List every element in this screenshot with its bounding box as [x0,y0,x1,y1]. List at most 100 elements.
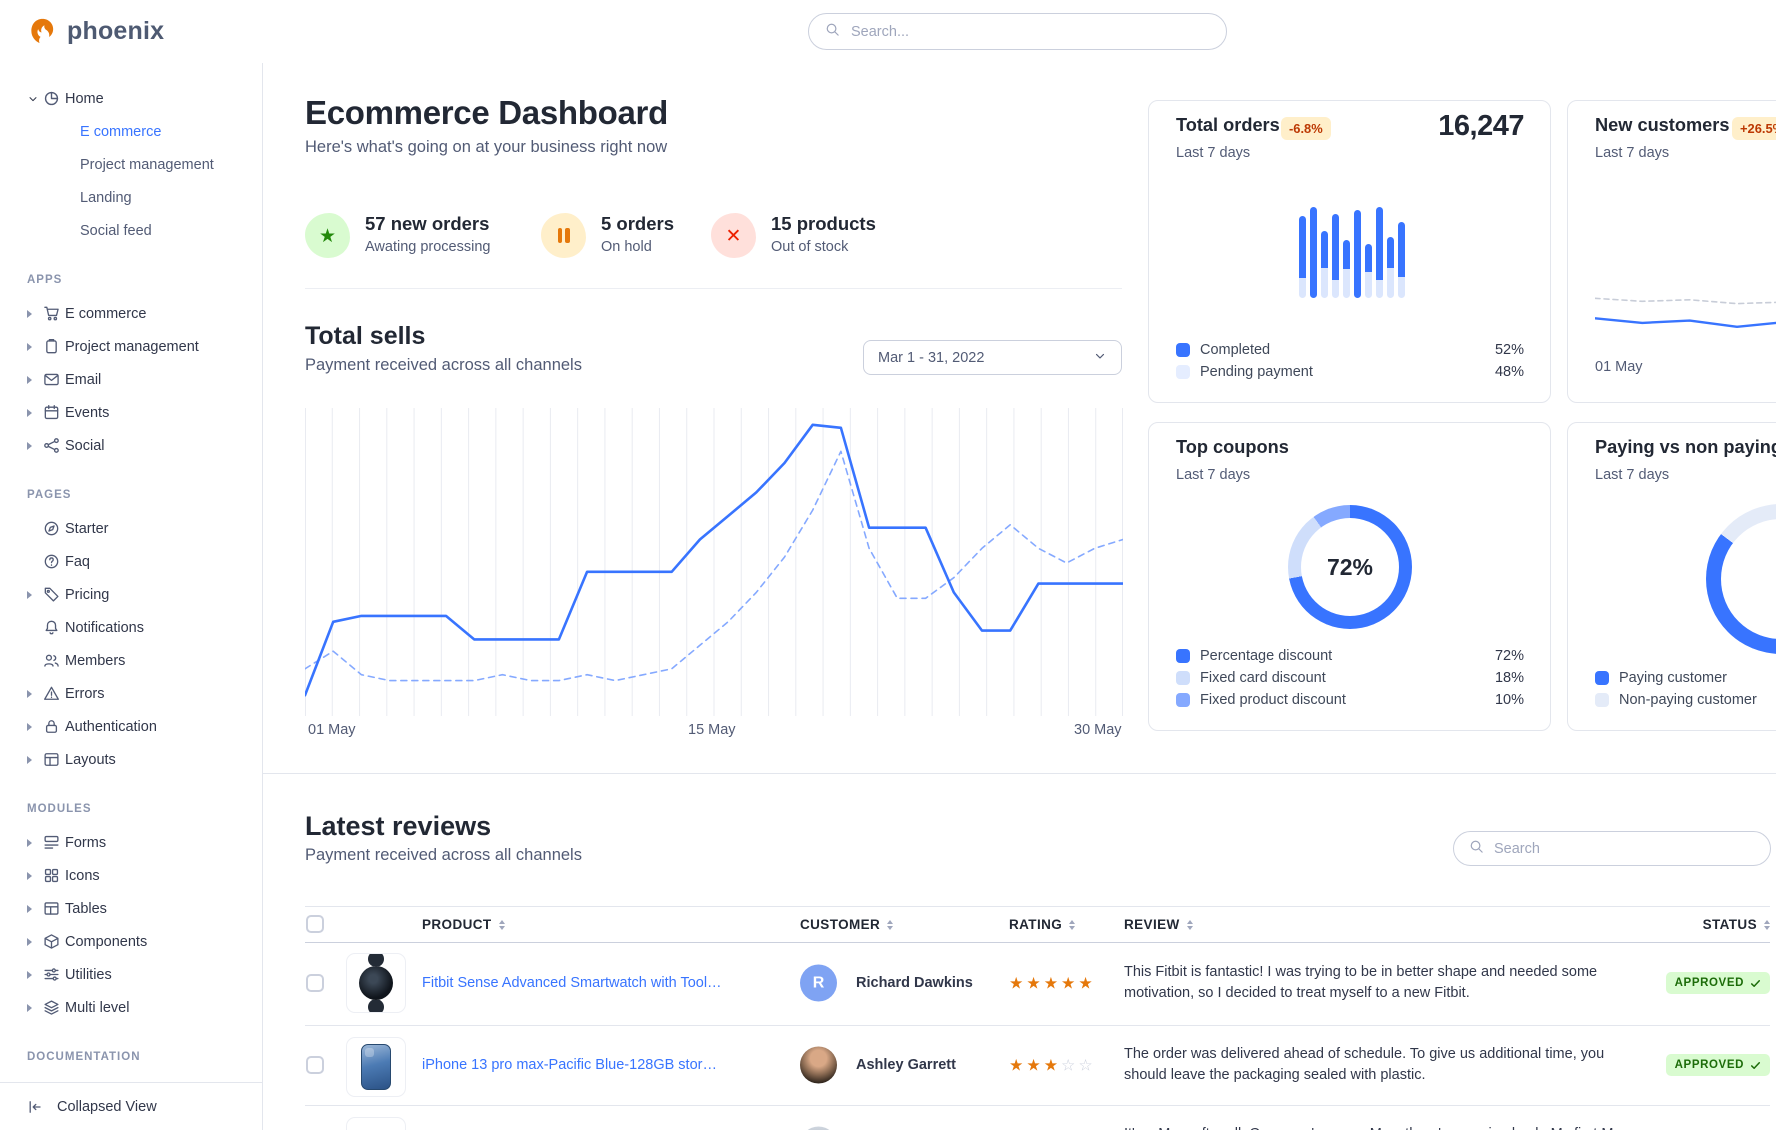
collapse-left-icon [27,1099,47,1115]
caret-right-icon [27,342,43,351]
legend-bullet [1595,693,1609,707]
layers-icon [43,999,65,1016]
card-title: Paying vs non paying [1595,437,1776,457]
sidebar-item-members[interactable]: Members [0,644,262,677]
table-row: ★★★★☆It's a Mac, after all. Once you've … [305,1105,1770,1130]
column-header-review[interactable]: REVIEW [1124,907,1193,942]
sidebar-item-multi-level[interactable]: Multi level [0,991,262,1024]
sidebar-item-errors[interactable]: Errors [0,677,262,710]
legend-value: 48% [1494,364,1524,380]
legend-item-pending-payment: Pending payment 48% [1176,361,1524,383]
column-label: PRODUCT [422,917,492,932]
sidebar-item-e-commerce[interactable]: E commerce [0,297,262,330]
sidebar-item-icons[interactable]: Icons [0,859,262,892]
brand[interactable]: phoenix [27,0,164,63]
reviews-search-input[interactable]: Search [1453,831,1771,866]
rating-stars: ★★★★★ [1009,974,1096,993]
sidebar-item-label: Starter [65,520,109,537]
legend-label: Percentage discount [1200,648,1333,664]
order-bar [1387,237,1394,298]
card-title: Total orders [1176,115,1280,135]
sidebar-item-utilities[interactable]: Utilities [0,958,262,991]
paying-legend: Paying customer Non-paying customer [1595,667,1776,711]
x-axis-label: 15 May [688,722,736,738]
product-image-watch [346,953,406,1013]
sidebar-item-home[interactable]: Home [0,82,262,115]
sidebar-item-starter[interactable]: Starter [0,512,262,545]
sidebar-item-tables[interactable]: Tables [0,892,262,925]
sidebar-item-label: Utilities [65,966,112,983]
sidebar-item-forms[interactable]: Forms [0,826,262,859]
topbar: phoenix Search... [0,0,1776,63]
sidebar-item-social-feed[interactable]: Social feed [80,222,152,239]
row-checkbox[interactable] [306,974,324,992]
star-icon: ☆ [1078,1055,1096,1075]
legend-label: Paying customer [1619,670,1727,686]
legend-value: 18% [1494,670,1524,686]
caret-right-icon [27,970,43,979]
row-checkbox[interactable] [306,1056,324,1074]
clipboard-icon [43,338,65,355]
sidebar-item-components[interactable]: Components [0,925,262,958]
global-search-input[interactable]: Search... [808,13,1227,50]
sidebar-item-label: Social [65,437,105,454]
order-bar [1310,207,1317,298]
caret-right-icon [27,441,43,450]
legend-bullet [1176,649,1190,663]
legend-bullet [1176,365,1190,379]
sidebar-item-label: Multi level [65,999,130,1016]
collapsed-view-toggle[interactable]: Collapsed View [0,1082,262,1130]
total-sells-subtitle: Payment received across all channels [305,356,582,374]
order-bar [1343,240,1350,298]
lock-icon [43,718,65,735]
sidebar-item-e-commerce[interactable]: E commerce [80,123,162,140]
home-submenu: E commerce Project management Landing Socia… [0,115,262,247]
calendar-icon [43,404,65,421]
sort-icon [887,919,894,930]
search-icon [1469,839,1484,858]
pie-chart-icon [43,90,65,107]
select-all-checkbox[interactable] [306,915,324,933]
table-row: iPhone 13 pro max-Pacific Blue-128GB sto… [305,1025,1770,1106]
sidebar-item-social[interactable]: Social [0,429,262,462]
caret-right-icon [27,375,43,384]
sidebar-item-label: Home [65,90,104,107]
customer-name: Richard Dawkins [856,975,973,991]
sidebar-item-landing[interactable]: Landing [80,189,132,206]
column-header-rating[interactable]: RATING [1009,907,1076,942]
legend-value: 72% [1494,648,1524,664]
question-icon [43,553,65,570]
star-icon: ★ [1009,973,1027,993]
column-header-status[interactable]: STATUS [1703,907,1770,942]
sidebar-item-email[interactable]: Email [0,363,262,396]
star-icon: ★ [305,213,350,258]
sidebar-item-project-management[interactable]: Project management [0,330,262,363]
sidebar-item-layouts[interactable]: Layouts [0,743,262,776]
star-icon: ★ [1009,1055,1027,1075]
column-header-customer[interactable]: CUSTOMER [800,907,894,942]
sidebar-item-pricing[interactable]: Pricing [0,578,262,611]
review-text: The order was delivered ahead of schedul… [1124,1046,1605,1083]
sidebar-item-label: Components [65,933,148,950]
product-link[interactable]: Fitbit Sense Advanced Smartwatch with To… [422,975,722,991]
review-text: This Fitbit is fantastic! I was trying t… [1124,964,1598,1001]
sidebar-item-project-management[interactable]: Project management [80,156,214,173]
date-range-select[interactable]: Mar 1 - 31, 2022 [863,340,1122,375]
sidebar-item-authentication[interactable]: Authentication [0,710,262,743]
card-period: Last 7 days [1176,467,1251,483]
users-icon [43,652,65,669]
sidebar-section-apps: APPS [27,274,63,286]
product-link[interactable]: iPhone 13 pro max-Pacific Blue-128GB sto… [422,1057,722,1073]
sidebar-item-notifications[interactable]: Notifications [0,611,262,644]
sidebar-item-faq[interactable]: Faq [0,545,262,578]
star-icon: ★ [1026,973,1044,993]
legend-label: Fixed card discount [1200,670,1326,686]
customer-avatar [800,1126,837,1130]
pause-icon [541,213,586,258]
stat-value: 15 products [771,213,876,234]
box-icon [43,933,65,950]
column-header-product[interactable]: PRODUCT [422,907,505,942]
sidebar-item-events[interactable]: Events [0,396,262,429]
